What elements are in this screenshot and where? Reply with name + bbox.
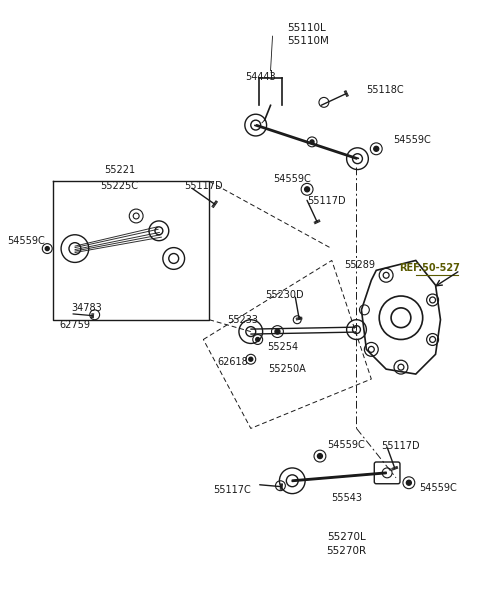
- Text: 55543: 55543: [331, 493, 362, 503]
- Text: 62759: 62759: [60, 320, 90, 330]
- Circle shape: [256, 337, 260, 342]
- Text: 55230D: 55230D: [265, 290, 304, 300]
- Text: 55117D: 55117D: [184, 181, 223, 192]
- Text: 55110M: 55110M: [288, 36, 329, 46]
- Text: 34783: 34783: [72, 303, 102, 313]
- Circle shape: [374, 146, 379, 151]
- Text: 54559C: 54559C: [8, 236, 45, 246]
- Circle shape: [407, 480, 411, 486]
- Circle shape: [310, 140, 314, 144]
- Text: 55233: 55233: [228, 315, 258, 325]
- Text: 55110L: 55110L: [288, 23, 326, 33]
- Text: 55118C: 55118C: [366, 84, 404, 95]
- Circle shape: [275, 329, 280, 334]
- Text: 55270L: 55270L: [327, 532, 366, 542]
- Text: 54559C: 54559C: [393, 135, 431, 145]
- Text: 55225C: 55225C: [100, 181, 138, 192]
- Text: REF.50-527: REF.50-527: [399, 264, 460, 273]
- Text: 54443: 54443: [245, 71, 276, 82]
- Text: 55117D: 55117D: [381, 441, 420, 451]
- Text: 55221: 55221: [104, 165, 135, 174]
- Circle shape: [305, 187, 310, 192]
- Text: 55289: 55289: [344, 261, 375, 270]
- Text: 55117D: 55117D: [308, 196, 346, 206]
- Text: 54559C: 54559C: [419, 483, 456, 493]
- Circle shape: [249, 357, 253, 361]
- Text: 55254: 55254: [267, 342, 298, 352]
- Text: 55117C: 55117C: [213, 485, 251, 494]
- Text: 55270R: 55270R: [326, 546, 367, 556]
- Text: 54559C: 54559C: [274, 174, 311, 184]
- Text: 54559C: 54559C: [327, 440, 365, 450]
- Circle shape: [317, 453, 323, 459]
- Text: 55250A: 55250A: [268, 364, 306, 374]
- Circle shape: [45, 246, 49, 250]
- Text: 62618: 62618: [217, 357, 248, 367]
